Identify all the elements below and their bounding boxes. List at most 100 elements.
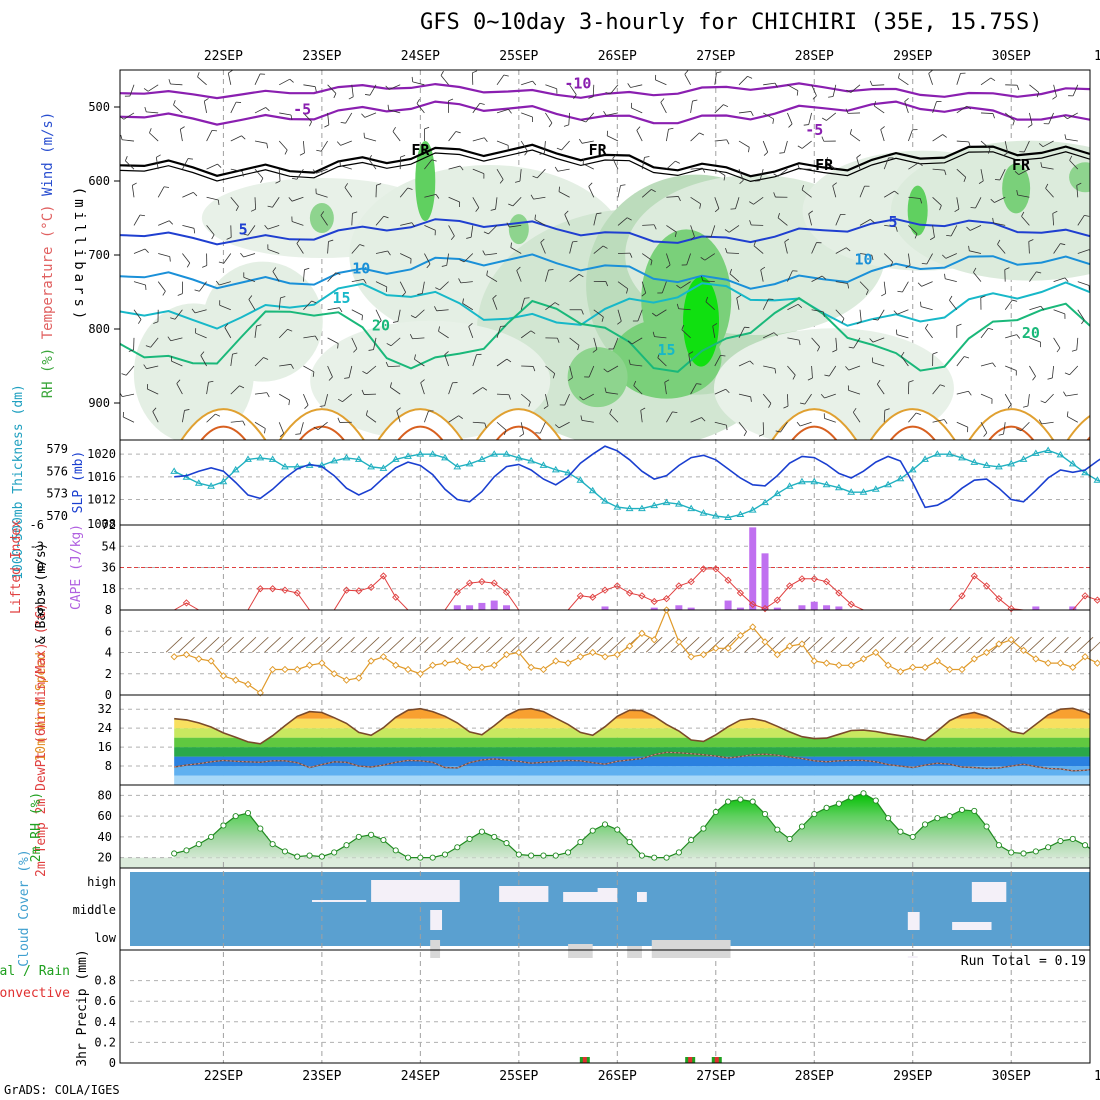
wind-barb-10m xyxy=(485,636,503,653)
rh-point xyxy=(675,849,682,856)
wind-barb xyxy=(908,162,919,170)
wind-barb xyxy=(173,104,183,114)
wind-barb xyxy=(973,272,982,282)
wind-speed-point xyxy=(293,665,301,674)
wind-barb-flag xyxy=(532,80,537,86)
wind-barb xyxy=(811,275,823,282)
rh-point xyxy=(1045,844,1052,851)
wind-barb xyxy=(704,253,716,261)
wind-barb-flag xyxy=(385,85,390,90)
wind-barb xyxy=(470,225,474,238)
wind-barb-10m xyxy=(830,636,848,653)
wind-barb-flag xyxy=(352,211,358,214)
wind-barb-flag xyxy=(483,231,489,235)
wind-barb xyxy=(397,309,401,322)
wind-barb xyxy=(850,133,861,142)
wind-barb xyxy=(884,225,897,228)
wind-barb-flag xyxy=(299,152,305,156)
wind-barb xyxy=(762,140,769,153)
wind-barb-flag xyxy=(508,203,514,207)
wind-barb-flag xyxy=(1027,124,1033,128)
rh-point xyxy=(589,827,596,834)
wind-barb-flag xyxy=(627,217,632,221)
wind-barb-10m xyxy=(165,636,183,653)
wind-barb-flag xyxy=(459,165,464,171)
wind-barb xyxy=(521,112,533,118)
wind-barb-flag xyxy=(799,402,805,405)
wind-barb xyxy=(1041,421,1054,425)
wind-barb xyxy=(932,168,945,171)
thickness-point xyxy=(342,453,351,461)
wind-speed-point xyxy=(219,672,228,680)
wind-barb xyxy=(486,275,498,282)
wind-barb-flag xyxy=(328,376,333,381)
wind-speed-point xyxy=(589,648,597,657)
wind-barb-flag xyxy=(705,296,709,302)
date-label-bottom: 22SEP xyxy=(204,1069,243,1084)
wind-barb-flag xyxy=(435,287,440,291)
rh-point xyxy=(540,852,547,859)
wind-barb-flag xyxy=(893,310,898,315)
wind-barb xyxy=(690,417,702,423)
wind-barb-flag xyxy=(856,154,861,158)
wind-barb-flag xyxy=(726,425,728,431)
wind-barb xyxy=(848,365,861,371)
wind-barb-flag xyxy=(681,324,685,330)
date-label-bottom: 25SEP xyxy=(499,1069,538,1084)
wind-barb-flag xyxy=(966,105,972,110)
wind-barb xyxy=(835,281,848,284)
wind-barb-flag xyxy=(880,126,885,130)
wind-barb xyxy=(351,337,358,349)
wind-barb xyxy=(399,187,409,198)
wind-barb xyxy=(146,365,159,370)
wind-barb xyxy=(492,298,498,310)
rh-point xyxy=(811,811,818,818)
wind-barb-flag xyxy=(1064,372,1070,376)
wind-barb xyxy=(564,214,570,226)
wind-barb-10m xyxy=(609,636,626,653)
wind-barb xyxy=(661,281,667,294)
wind-barb-flag xyxy=(506,222,510,228)
wind-barb xyxy=(316,168,328,174)
slp-tick-label: 1016 xyxy=(87,470,116,484)
wind-barb-flag xyxy=(515,180,521,183)
rh-point xyxy=(392,847,399,854)
li-point xyxy=(662,595,671,603)
li-line xyxy=(173,568,1100,611)
wind-barb xyxy=(364,112,377,118)
wind-barb xyxy=(278,297,281,310)
wind-barb xyxy=(569,273,580,282)
wind-barb-flag xyxy=(263,357,269,360)
wind-barb xyxy=(230,420,243,423)
rh-high-area xyxy=(567,347,628,408)
rh-point xyxy=(441,851,449,858)
thickness-point xyxy=(933,450,942,457)
cloud-patch xyxy=(597,888,618,902)
wind-barb xyxy=(342,393,353,402)
wind-barb-flag xyxy=(672,411,678,414)
contour-25-arch xyxy=(180,408,267,440)
wind-barb-flag xyxy=(856,321,862,325)
wind-barb xyxy=(303,112,312,122)
wind-barb xyxy=(375,250,388,254)
wind-barb-flag xyxy=(402,292,406,297)
wind-barb-flag xyxy=(876,379,881,385)
wind-barb xyxy=(303,269,305,282)
thickness-point xyxy=(330,456,339,464)
wind-barb xyxy=(152,411,159,423)
wind-barb-flag xyxy=(472,70,478,74)
wind-barb xyxy=(182,225,195,229)
wind-barb xyxy=(375,309,382,321)
contour-label: FR xyxy=(1012,156,1031,174)
thickness-point xyxy=(404,452,412,459)
wind-barb xyxy=(496,358,508,367)
wind-barb xyxy=(690,101,693,113)
wind-barb xyxy=(278,328,288,339)
wind-barb-flag xyxy=(890,261,894,267)
wind-barb xyxy=(738,360,751,367)
rh-point xyxy=(638,852,645,859)
wind-barb-flag xyxy=(869,338,874,343)
li-point xyxy=(724,576,732,584)
rh-point xyxy=(614,826,621,833)
wind-barb-flag xyxy=(865,290,869,295)
